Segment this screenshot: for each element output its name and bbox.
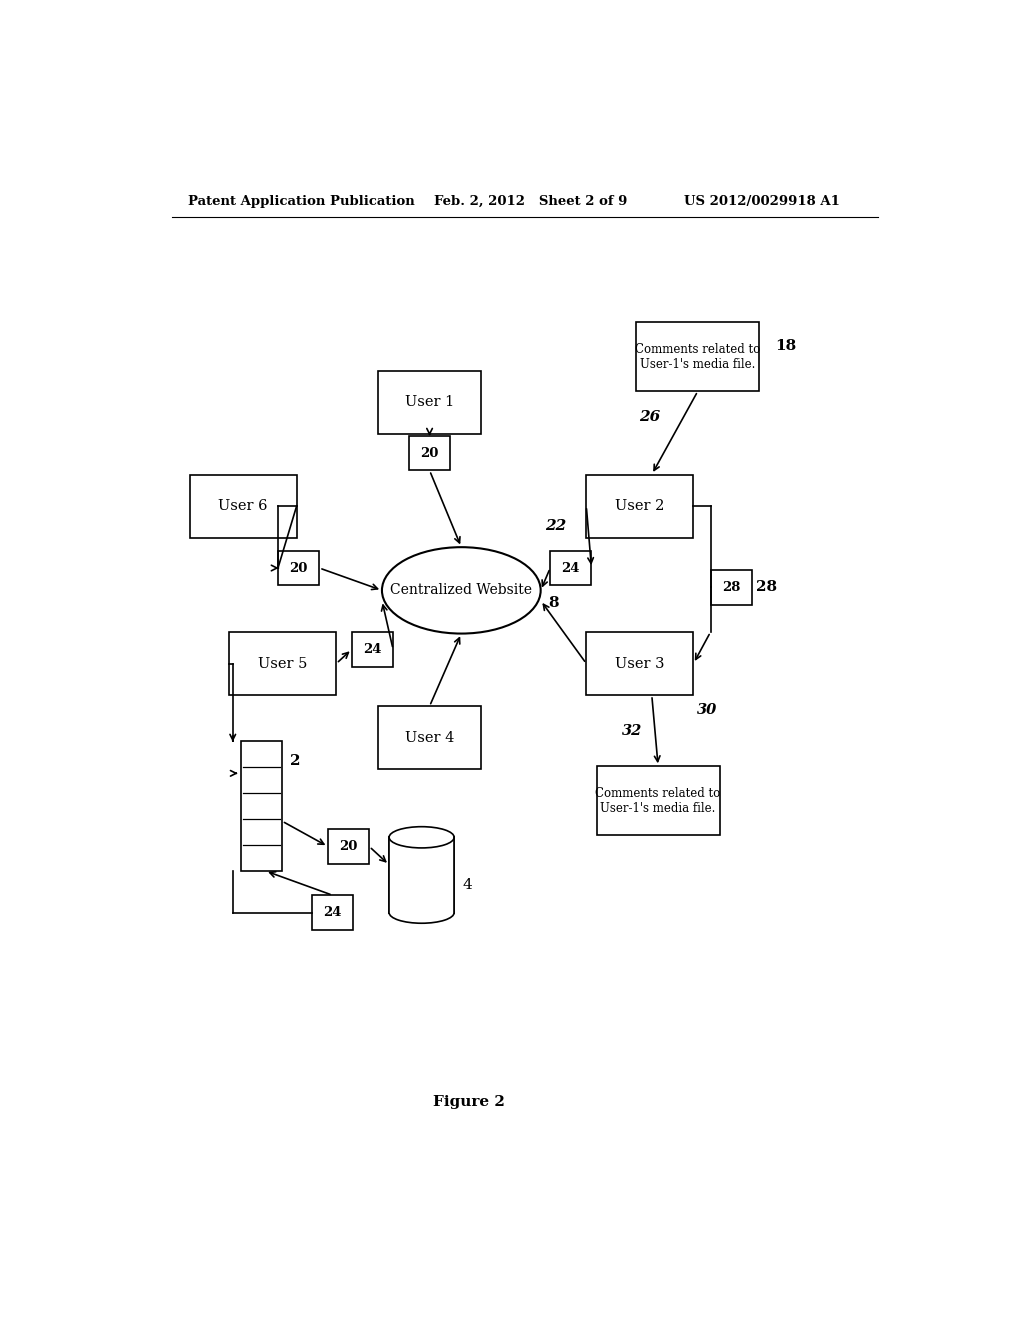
FancyBboxPatch shape bbox=[328, 829, 370, 863]
FancyBboxPatch shape bbox=[587, 474, 693, 537]
Text: 30: 30 bbox=[697, 704, 718, 717]
Text: 20: 20 bbox=[421, 446, 438, 459]
Ellipse shape bbox=[389, 902, 455, 923]
Text: 24: 24 bbox=[324, 906, 342, 919]
FancyBboxPatch shape bbox=[241, 741, 282, 871]
Text: 32: 32 bbox=[622, 723, 642, 738]
Text: 28: 28 bbox=[722, 581, 740, 594]
Text: Figure 2: Figure 2 bbox=[433, 1094, 505, 1109]
Text: User 6: User 6 bbox=[218, 499, 268, 513]
Text: User 5: User 5 bbox=[258, 656, 307, 671]
Text: 24: 24 bbox=[561, 561, 580, 574]
FancyBboxPatch shape bbox=[711, 570, 752, 605]
Text: 18: 18 bbox=[775, 339, 797, 354]
FancyBboxPatch shape bbox=[597, 766, 720, 836]
FancyBboxPatch shape bbox=[278, 550, 319, 585]
Text: User 1: User 1 bbox=[404, 395, 455, 409]
Text: 20: 20 bbox=[290, 561, 308, 574]
Text: Comments related to
User-1's media file.: Comments related to User-1's media file. bbox=[635, 343, 761, 371]
FancyBboxPatch shape bbox=[189, 474, 297, 537]
Text: Comments related to
User-1's media file.: Comments related to User-1's media file. bbox=[596, 787, 721, 814]
FancyBboxPatch shape bbox=[229, 632, 336, 696]
FancyBboxPatch shape bbox=[378, 371, 481, 434]
Text: 8: 8 bbox=[549, 595, 559, 610]
Text: User 4: User 4 bbox=[404, 731, 455, 744]
Text: 22: 22 bbox=[546, 519, 566, 533]
Ellipse shape bbox=[389, 826, 455, 847]
Text: 20: 20 bbox=[339, 840, 357, 853]
FancyBboxPatch shape bbox=[636, 322, 760, 391]
FancyBboxPatch shape bbox=[312, 895, 353, 929]
Text: User 2: User 2 bbox=[615, 499, 665, 513]
Text: 26: 26 bbox=[640, 409, 660, 424]
Text: Patent Application Publication: Patent Application Publication bbox=[187, 194, 415, 207]
Text: Centralized Website: Centralized Website bbox=[390, 583, 532, 598]
Text: US 2012/0029918 A1: US 2012/0029918 A1 bbox=[684, 194, 840, 207]
Ellipse shape bbox=[382, 548, 541, 634]
Text: 2: 2 bbox=[290, 754, 300, 768]
Text: 4: 4 bbox=[462, 878, 472, 892]
Text: 28: 28 bbox=[756, 581, 777, 594]
Text: Feb. 2, 2012   Sheet 2 of 9: Feb. 2, 2012 Sheet 2 of 9 bbox=[433, 194, 627, 207]
FancyBboxPatch shape bbox=[409, 436, 451, 470]
Text: 24: 24 bbox=[364, 643, 382, 656]
Text: User 3: User 3 bbox=[615, 656, 665, 671]
FancyBboxPatch shape bbox=[352, 632, 393, 667]
FancyBboxPatch shape bbox=[389, 837, 455, 912]
FancyBboxPatch shape bbox=[378, 706, 481, 770]
FancyBboxPatch shape bbox=[550, 550, 592, 585]
FancyBboxPatch shape bbox=[587, 632, 693, 696]
